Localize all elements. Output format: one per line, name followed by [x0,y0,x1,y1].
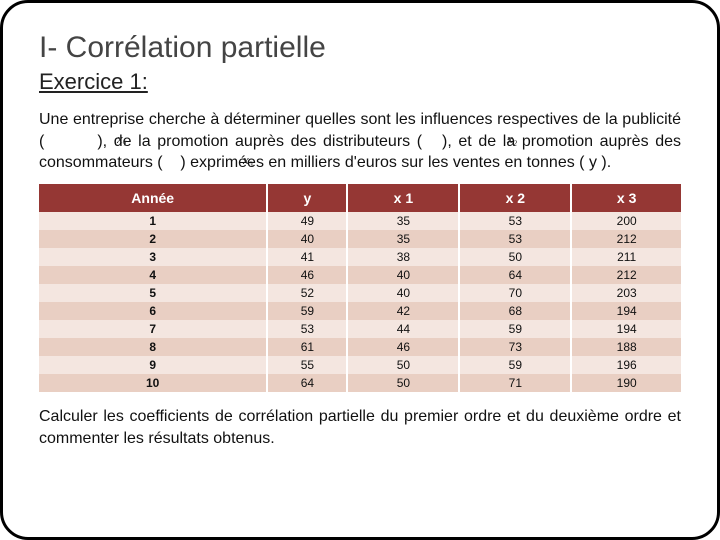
table-cell: 35 [347,212,459,230]
table-cell: 52 [267,284,347,302]
data-table: Année y x 1 x 2 x 3 14935532002403553212… [39,184,681,392]
table-cell: 68 [459,302,571,320]
table-cell: 53 [267,320,347,338]
col-x3: x 3 [571,184,681,212]
col-x1: x 1 [347,184,459,212]
table-cell: 41 [267,248,347,266]
page-title: I- Corrélation partielle [39,31,681,65]
table-cell: 64 [267,374,347,392]
table-cell: 203 [571,284,681,302]
table-row: 10645071190 [39,374,681,392]
table-row: 7534459194 [39,320,681,338]
table-cell: 40 [267,230,347,248]
table-cell: 194 [571,320,681,338]
table-cell: 44 [347,320,459,338]
table-cell: 1 [39,212,267,230]
intro-paragraph: Une entreprise cherche à déterminer quel… [39,109,681,174]
table-body: 1493553200240355321234138502114464064212… [39,212,681,392]
table-cell: 8 [39,338,267,356]
table-row: 6594268194 [39,302,681,320]
table-cell: 50 [347,356,459,374]
col-y: y [267,184,347,212]
table-row: 5524070203 [39,284,681,302]
table-cell: 46 [267,266,347,284]
table-cell: 9 [39,356,267,374]
symbol-x1: x₁ [117,130,127,148]
col-x2: x 2 [459,184,571,212]
table-row: 4464064212 [39,266,681,284]
table-cell: 10 [39,374,267,392]
table-cell: 188 [571,338,681,356]
symbol-x2: x₂ [507,130,517,148]
table-row: 2403553212 [39,230,681,248]
table-cell: 61 [267,338,347,356]
table-row: 1493553200 [39,212,681,230]
table-cell: 50 [347,374,459,392]
table-cell: 46 [347,338,459,356]
paragraph-text: Une entreprise cherche à déterminer quel… [39,111,681,171]
table-cell: 53 [459,212,571,230]
table-cell: 59 [459,320,571,338]
table-cell: 2 [39,230,267,248]
table-cell: 35 [347,230,459,248]
table-cell: 3 [39,248,267,266]
table-cell: 38 [347,248,459,266]
table-cell: 196 [571,356,681,374]
table-cell: 200 [571,212,681,230]
question-text: Calculer les coefficients de corrélation… [39,406,681,451]
table-cell: 64 [459,266,571,284]
table-cell: 53 [459,230,571,248]
table-row: 3413850211 [39,248,681,266]
table-cell: 7 [39,320,267,338]
table-cell: 70 [459,284,571,302]
table-cell: 5 [39,284,267,302]
table-cell: 42 [347,302,459,320]
table-cell: 190 [571,374,681,392]
table-cell: 211 [571,248,681,266]
table-cell: 6 [39,302,267,320]
symbol-x3: x₃ [243,151,253,169]
exercise-subtitle: Exercice 1: [39,69,681,95]
table-cell: 40 [347,284,459,302]
table-cell: 73 [459,338,571,356]
table-header-row: Année y x 1 x 2 x 3 [39,184,681,212]
table-cell: 212 [571,230,681,248]
table-cell: 59 [459,356,571,374]
col-annee: Année [39,184,267,212]
table-cell: 71 [459,374,571,392]
table-cell: 212 [571,266,681,284]
table-cell: 59 [267,302,347,320]
table-cell: 40 [347,266,459,284]
table-cell: 50 [459,248,571,266]
table-cell: 49 [267,212,347,230]
table-row: 8614673188 [39,338,681,356]
table-cell: 4 [39,266,267,284]
table-cell: 55 [267,356,347,374]
table-cell: 194 [571,302,681,320]
table-row: 9555059196 [39,356,681,374]
